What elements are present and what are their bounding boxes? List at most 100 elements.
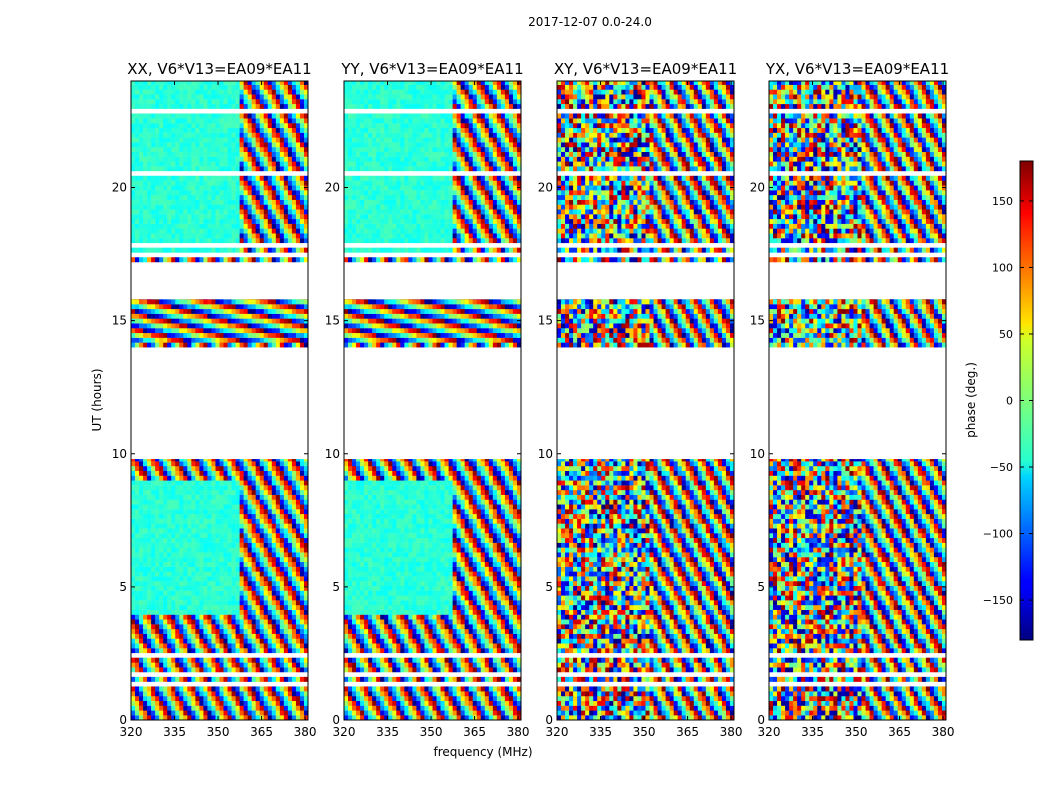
heatmap-cell xyxy=(275,686,281,692)
heatmap-cell xyxy=(215,185,220,191)
heatmap-cell xyxy=(199,151,204,157)
heatmap-cell xyxy=(275,118,281,124)
heatmap-cell xyxy=(380,657,385,663)
heatmap-cell xyxy=(211,595,216,601)
heatmap-cell xyxy=(468,686,474,692)
heatmap-cell xyxy=(171,571,176,577)
heatmap-cell xyxy=(207,190,212,196)
heatmap-cell xyxy=(227,590,232,596)
heatmap-cell xyxy=(231,657,236,663)
heatmap-cell xyxy=(239,137,244,143)
heatmap-cell xyxy=(440,662,445,668)
heatmap-cell xyxy=(211,123,216,129)
heatmap-cell xyxy=(203,199,208,205)
heatmap-cell xyxy=(195,557,200,563)
heatmap-cell xyxy=(191,571,196,577)
heatmap-cell xyxy=(279,94,285,100)
heatmap-cell xyxy=(279,318,285,324)
heatmap-cell xyxy=(259,459,265,462)
heatmap-cell xyxy=(267,318,273,324)
heatmap-cell xyxy=(416,691,421,697)
heatmap-cell xyxy=(155,581,160,587)
heatmap-cell xyxy=(299,595,305,601)
heatmap-cell xyxy=(267,204,273,210)
heatmap-cell xyxy=(171,494,176,500)
heatmap-cell xyxy=(211,461,216,467)
heatmap-cell xyxy=(215,132,220,138)
heatmap-cell xyxy=(344,705,349,711)
heatmap-cell xyxy=(291,223,297,229)
heatmap-cell xyxy=(159,633,164,639)
heatmap-cell xyxy=(344,710,349,716)
heatmap-cell xyxy=(291,628,297,634)
heatmap-cell xyxy=(279,299,285,305)
heatmap-cell xyxy=(199,99,204,105)
heatmap-cell xyxy=(155,499,160,505)
heatmap-cell xyxy=(464,638,469,644)
heatmap-cell xyxy=(291,523,297,529)
heatmap-cell xyxy=(303,691,309,697)
heatmap-cell xyxy=(360,686,365,692)
heatmap-cell xyxy=(436,676,441,682)
heatmap-cell xyxy=(291,299,297,305)
heatmap-cell xyxy=(388,710,393,716)
heatmap-cell xyxy=(299,190,305,196)
heatmap-cell xyxy=(460,667,465,673)
heatmap-cell xyxy=(159,318,164,324)
heatmap-cell xyxy=(364,633,369,639)
heatmap-cell xyxy=(227,238,232,244)
heatmap-cell xyxy=(171,595,176,601)
heatmap-cell xyxy=(259,209,265,215)
heatmap-cell xyxy=(492,667,498,673)
heatmap-cell xyxy=(199,470,204,476)
heatmap-cell xyxy=(163,185,168,191)
heatmap-cell xyxy=(167,84,172,90)
heatmap-cell xyxy=(135,218,140,224)
heatmap-cell xyxy=(223,489,228,495)
heatmap-cell xyxy=(283,552,289,558)
heatmap-cell xyxy=(295,600,301,606)
heatmap-cell xyxy=(155,475,160,481)
heatmap-cell xyxy=(135,180,140,186)
heatmap-cell xyxy=(135,662,140,668)
heatmap-cell xyxy=(291,332,297,338)
heatmap-cell xyxy=(139,233,144,239)
heatmap-cell xyxy=(227,199,232,205)
heatmap-cell xyxy=(259,257,265,263)
heatmap-cell xyxy=(295,513,301,519)
heatmap-cell xyxy=(143,304,148,310)
heatmap-cell xyxy=(291,691,297,697)
heatmap-cell xyxy=(167,691,172,697)
heatmap-cell xyxy=(187,643,192,649)
heatmap-cell xyxy=(195,581,200,587)
heatmap-cell xyxy=(263,247,269,253)
heatmap-cell xyxy=(275,459,281,462)
heatmap-cell xyxy=(163,523,168,529)
heatmap-cell xyxy=(219,166,224,172)
heatmap-cell xyxy=(147,308,152,314)
heatmap-cell xyxy=(191,561,196,567)
heatmap-cell xyxy=(219,304,224,310)
heatmap-cell xyxy=(275,257,281,263)
heatmap-cell xyxy=(255,624,261,630)
heatmap-cell xyxy=(183,590,188,596)
heatmap-cell xyxy=(372,628,377,634)
heatmap-cell xyxy=(135,185,140,191)
heatmap-cell xyxy=(247,552,252,558)
heatmap-cell xyxy=(223,547,228,553)
heatmap-cell xyxy=(287,461,293,467)
heatmap-cell xyxy=(247,299,252,305)
heatmap-cell xyxy=(167,480,172,486)
heatmap-cell xyxy=(267,648,273,654)
heatmap-cell xyxy=(199,614,204,620)
heatmap-cell xyxy=(247,585,252,591)
heatmap-cell xyxy=(167,132,172,138)
heatmap-cell xyxy=(163,323,168,329)
heatmap-cell xyxy=(247,571,252,577)
heatmap-cell xyxy=(131,566,136,572)
heatmap-cell xyxy=(231,337,236,343)
heatmap-cell xyxy=(271,657,277,663)
heatmap-cell xyxy=(203,342,208,348)
heatmap-cell xyxy=(243,552,248,558)
heatmap-cell xyxy=(135,89,140,95)
